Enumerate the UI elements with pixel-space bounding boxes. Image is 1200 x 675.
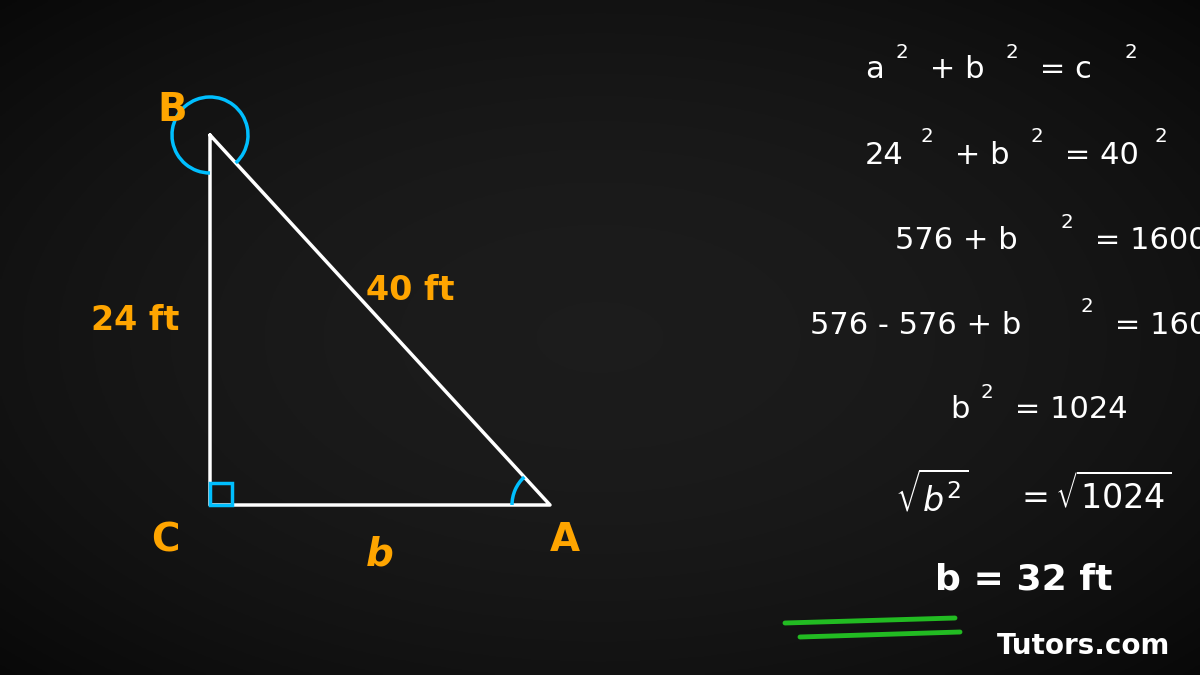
Text: 2: 2: [895, 43, 907, 61]
Text: 2: 2: [1154, 128, 1168, 146]
Text: b: b: [366, 536, 394, 574]
Text: = c: = c: [1030, 55, 1092, 84]
Text: Tutors.com: Tutors.com: [997, 632, 1170, 660]
Text: b = 32 ft: b = 32 ft: [935, 563, 1112, 597]
Text: 2: 2: [1006, 43, 1018, 61]
Text: + b: + b: [920, 55, 984, 84]
Text: 576 - 576 + b: 576 - 576 + b: [810, 310, 1021, 340]
Text: B: B: [157, 91, 187, 129]
Text: 2: 2: [920, 128, 932, 146]
Text: = 40: = 40: [1055, 140, 1139, 169]
Text: $= \sqrt{1024}$: $= \sqrt{1024}$: [1015, 474, 1171, 516]
Text: 24: 24: [865, 140, 904, 169]
Text: 40 ft: 40 ft: [366, 273, 455, 306]
Text: A: A: [550, 521, 580, 559]
Text: C: C: [151, 521, 179, 559]
Text: 2: 2: [980, 383, 992, 402]
Text: 2: 2: [1060, 213, 1073, 232]
Text: 2: 2: [1030, 128, 1043, 146]
Text: a: a: [865, 55, 883, 84]
Text: = 1600: = 1600: [1085, 225, 1200, 254]
Text: b: b: [950, 396, 970, 425]
Text: $\sqrt{b^2}$: $\sqrt{b^2}$: [895, 471, 968, 519]
Text: 24 ft: 24 ft: [91, 304, 179, 337]
Text: 2: 2: [1080, 298, 1093, 317]
Text: 576 + b: 576 + b: [895, 225, 1018, 254]
Text: 2: 2: [1126, 43, 1138, 61]
Text: + b: + b: [946, 140, 1009, 169]
Text: = 1600 - 576: = 1600 - 576: [1105, 310, 1200, 340]
Text: = 1024: = 1024: [1006, 396, 1128, 425]
